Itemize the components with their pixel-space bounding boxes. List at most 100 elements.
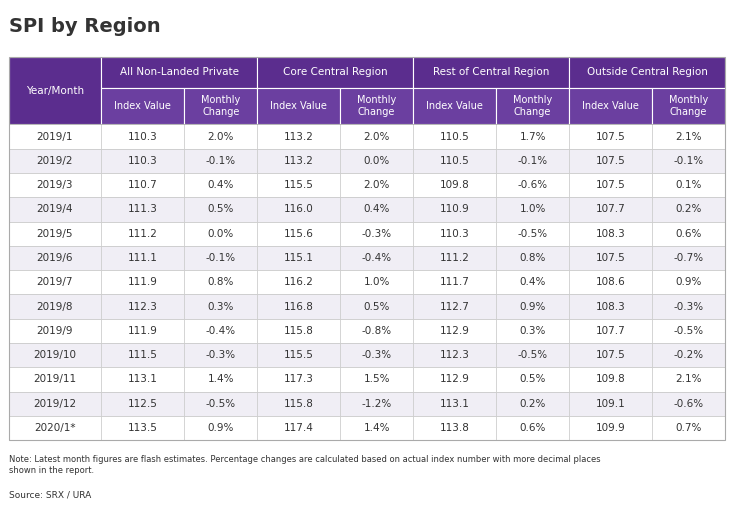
- Text: 2.1%: 2.1%: [675, 374, 702, 384]
- Bar: [569, 416, 652, 440]
- Bar: [569, 197, 652, 222]
- Bar: [257, 88, 340, 124]
- Text: 111.1: 111.1: [128, 253, 158, 263]
- Bar: [496, 319, 569, 343]
- Bar: [496, 124, 569, 149]
- Text: 110.5: 110.5: [440, 156, 470, 166]
- Text: 113.1: 113.1: [440, 399, 470, 409]
- Bar: [184, 319, 257, 343]
- Bar: [184, 270, 257, 295]
- Text: -0.5%: -0.5%: [518, 229, 548, 239]
- Bar: [9, 57, 101, 124]
- Text: 115.5: 115.5: [284, 350, 314, 360]
- Text: 109.8: 109.8: [440, 180, 470, 190]
- Bar: [257, 319, 340, 343]
- Bar: [652, 343, 725, 367]
- Text: 2019/2: 2019/2: [37, 156, 74, 166]
- Text: -0.1%: -0.1%: [206, 253, 236, 263]
- Bar: [9, 295, 725, 319]
- Text: 0.8%: 0.8%: [208, 277, 234, 287]
- Bar: [257, 57, 413, 88]
- Bar: [257, 149, 340, 173]
- Bar: [101, 319, 184, 343]
- Text: -0.8%: -0.8%: [362, 326, 392, 336]
- Bar: [184, 367, 257, 391]
- Bar: [340, 149, 413, 173]
- Bar: [257, 124, 340, 149]
- Bar: [101, 343, 184, 367]
- Bar: [569, 173, 652, 197]
- Text: 109.8: 109.8: [596, 374, 626, 384]
- Text: 116.8: 116.8: [284, 302, 314, 311]
- Bar: [340, 270, 413, 295]
- Text: -0.3%: -0.3%: [362, 229, 392, 239]
- Text: 1.0%: 1.0%: [520, 204, 546, 214]
- Bar: [9, 246, 725, 270]
- Text: 112.5: 112.5: [128, 399, 158, 409]
- Text: 0.6%: 0.6%: [675, 229, 702, 239]
- Text: 110.3: 110.3: [440, 229, 470, 239]
- Bar: [569, 124, 652, 149]
- Text: 111.9: 111.9: [128, 277, 158, 287]
- Text: 1.4%: 1.4%: [208, 374, 234, 384]
- Bar: [101, 57, 257, 88]
- Text: 0.6%: 0.6%: [520, 423, 546, 433]
- Bar: [257, 295, 340, 319]
- Text: 0.2%: 0.2%: [520, 399, 546, 409]
- Text: 107.7: 107.7: [596, 326, 626, 336]
- Bar: [652, 391, 725, 416]
- Bar: [652, 270, 725, 295]
- Text: 111.2: 111.2: [128, 229, 158, 239]
- Bar: [496, 246, 569, 270]
- Text: 0.5%: 0.5%: [364, 302, 390, 311]
- Bar: [9, 246, 101, 270]
- Bar: [652, 222, 725, 246]
- Text: -0.2%: -0.2%: [674, 350, 704, 360]
- Text: 115.6: 115.6: [284, 229, 314, 239]
- Bar: [496, 391, 569, 416]
- Bar: [652, 367, 725, 391]
- Text: 112.9: 112.9: [440, 326, 470, 336]
- Bar: [496, 149, 569, 173]
- Bar: [413, 270, 496, 295]
- Bar: [413, 197, 496, 222]
- Bar: [184, 173, 257, 197]
- Bar: [101, 88, 184, 124]
- Text: 107.5: 107.5: [596, 350, 626, 360]
- Bar: [184, 222, 257, 246]
- Bar: [9, 124, 101, 149]
- Text: 113.1: 113.1: [128, 374, 158, 384]
- Bar: [413, 57, 569, 88]
- Text: 110.9: 110.9: [440, 204, 470, 214]
- Text: 1.4%: 1.4%: [364, 423, 390, 433]
- Text: 111.5: 111.5: [128, 350, 158, 360]
- Text: -0.7%: -0.7%: [674, 253, 704, 263]
- Text: 110.5: 110.5: [440, 131, 470, 141]
- Text: -0.1%: -0.1%: [206, 156, 236, 166]
- Bar: [652, 295, 725, 319]
- Text: Index Value: Index Value: [114, 101, 171, 111]
- Text: 108.6: 108.6: [596, 277, 626, 287]
- Text: 0.9%: 0.9%: [520, 302, 546, 311]
- Text: 115.8: 115.8: [284, 399, 314, 409]
- Bar: [184, 416, 257, 440]
- Text: -0.4%: -0.4%: [362, 253, 392, 263]
- Text: 115.8: 115.8: [284, 326, 314, 336]
- Text: 109.9: 109.9: [596, 423, 626, 433]
- Bar: [9, 197, 101, 222]
- Bar: [184, 149, 257, 173]
- Bar: [257, 270, 340, 295]
- Text: 2019/5: 2019/5: [37, 229, 74, 239]
- Bar: [101, 124, 184, 149]
- Bar: [340, 343, 413, 367]
- Bar: [413, 149, 496, 173]
- Bar: [101, 222, 184, 246]
- Text: Source: SRX / URA: Source: SRX / URA: [9, 490, 91, 499]
- Bar: [413, 222, 496, 246]
- Text: 1.0%: 1.0%: [364, 277, 390, 287]
- Text: Note: Latest month figures are flash estimates. Percentage changes are calculate: Note: Latest month figures are flash est…: [9, 455, 600, 475]
- Text: 111.9: 111.9: [128, 326, 158, 336]
- Text: 2.1%: 2.1%: [675, 131, 702, 141]
- Bar: [9, 173, 725, 197]
- Text: 112.9: 112.9: [440, 374, 470, 384]
